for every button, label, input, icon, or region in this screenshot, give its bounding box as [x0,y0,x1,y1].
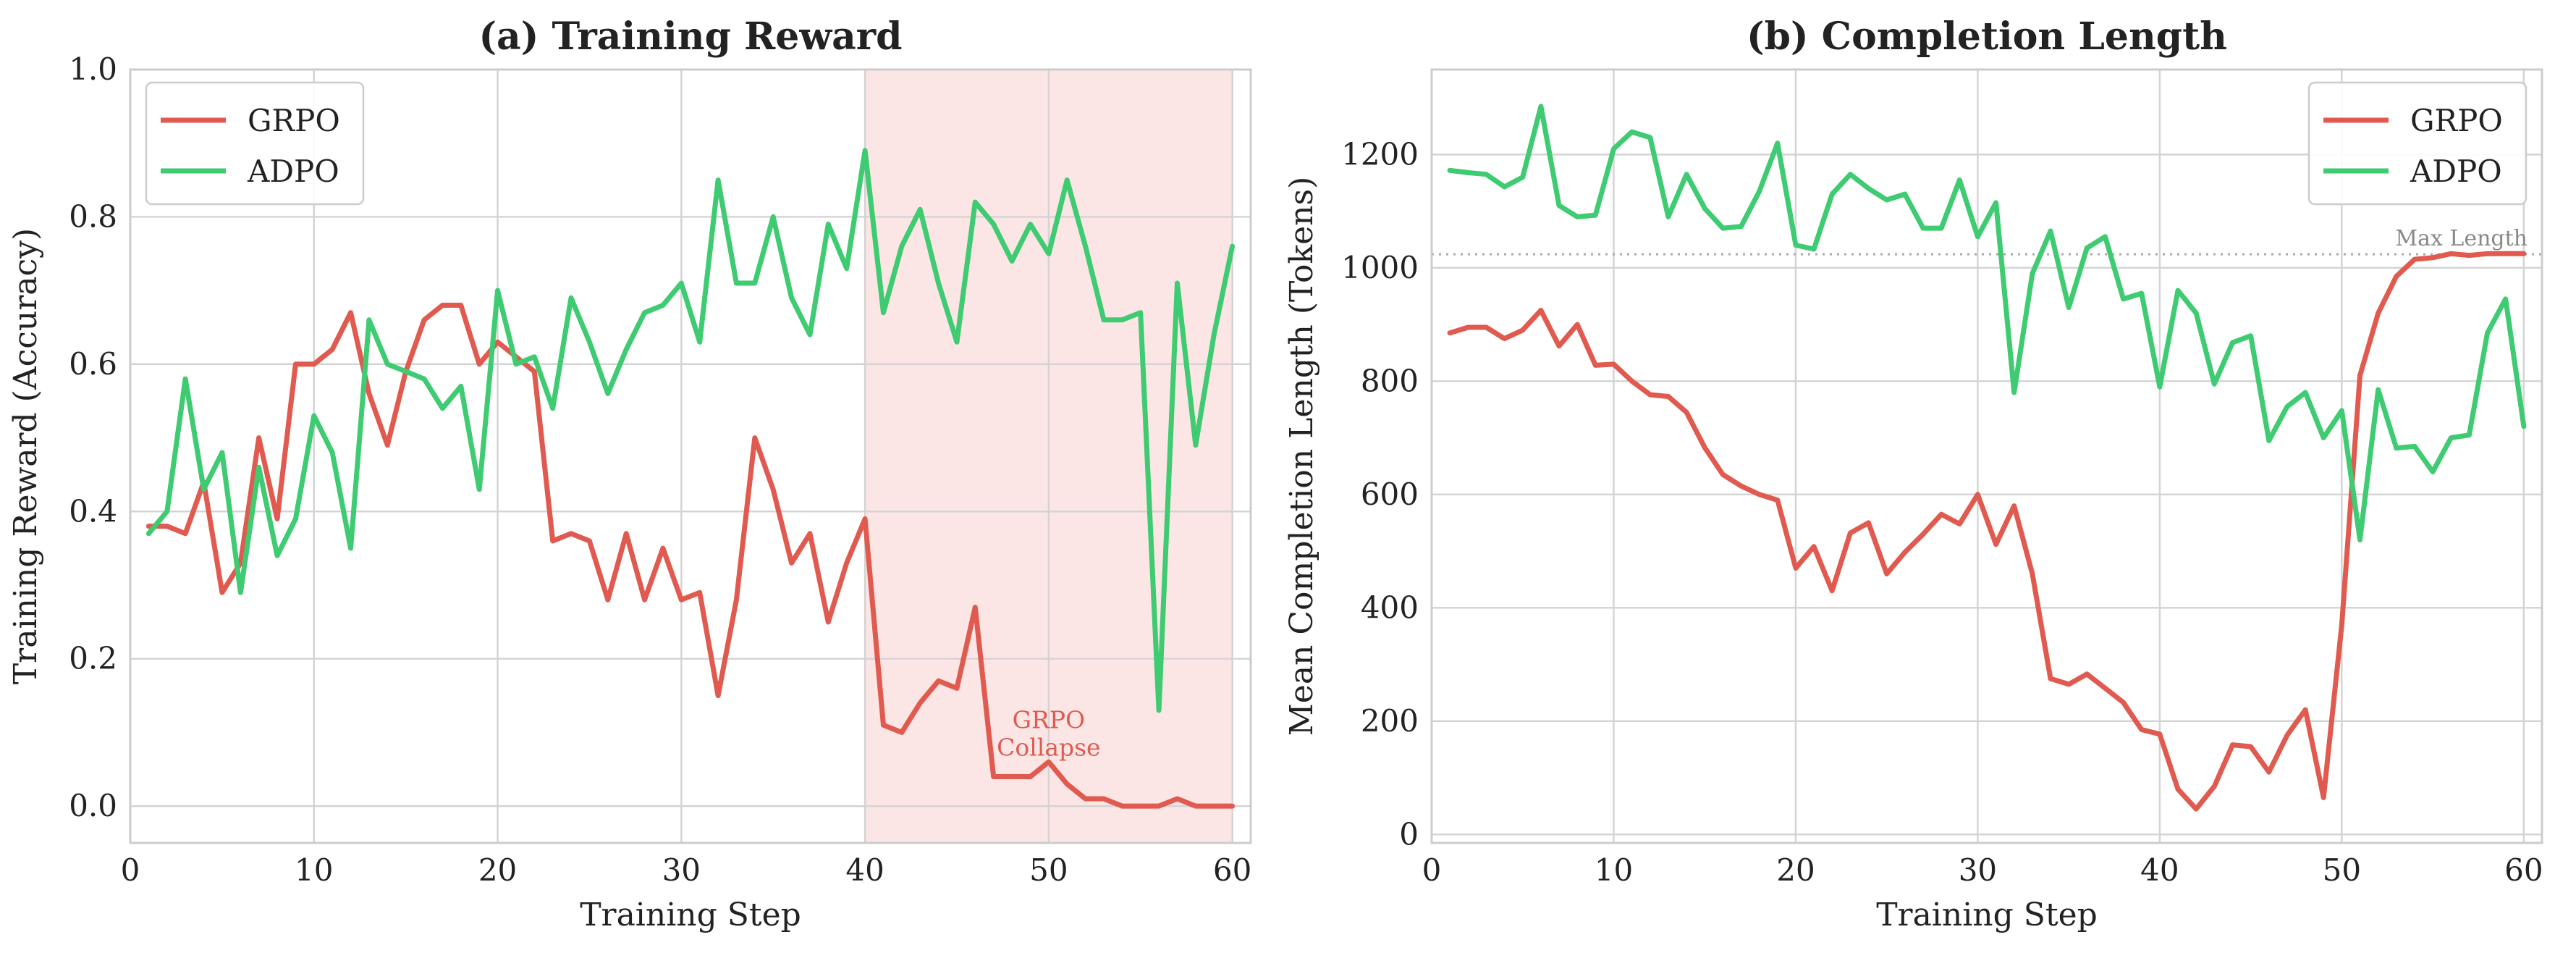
x-tick-label: 60 [2504,852,2543,888]
x-tick-label: 20 [1776,852,1815,888]
y-tick-label: 800 [1361,363,1419,398]
collapse-annotation-line: Collapse [997,733,1101,761]
x-tick-label: 20 [478,852,517,888]
legend-label-adpo: ADPO [2410,154,2502,189]
x-tick-label: 60 [1213,852,1251,888]
y-tick-label: 1000 [1341,250,1419,285]
collapse-annotation-line: GRPO [1013,705,1085,734]
series-line-grpo [1447,251,2527,812]
x-tick-label: 0 [1422,852,1442,888]
x-axis-label: Training Step [580,897,801,933]
x-axis-label: Training Step [1876,897,2098,933]
y-tick-label: 1.0 [69,51,117,87]
x-tick-label: 30 [662,852,701,888]
y-axis-label: Mean Completion Length (Tokens) [1283,177,1320,736]
y-tick-label: 0 [1399,816,1419,852]
y-tick-label: 0.0 [69,788,117,823]
x-tick-label: 30 [1959,852,1997,888]
x-tick-label: 10 [295,852,333,888]
legend-box [2307,81,2528,206]
y-tick-label: 200 [1361,703,1419,739]
y-tick-label: 0.2 [69,641,117,676]
y-axis-label: Training Reward (Accuracy) [7,228,44,684]
x-tick-label: 40 [2140,852,2179,888]
legend-label-adpo: ADPO [247,154,339,189]
y-tick-label: 0.6 [69,346,117,382]
x-tick-label: 10 [1595,852,1633,888]
axes-frame [129,68,1252,844]
chart-title: (a) Training Reward [478,14,902,59]
legend-box [145,81,365,206]
x-tick-label: 50 [2323,852,2361,888]
x-tick-label: 50 [1029,852,1068,888]
series-line-adpo [145,148,1236,713]
x-tick-label: 0 [121,852,140,888]
x-tick-label: 40 [845,852,884,888]
max-length-label: Max Length [2395,226,2528,251]
y-tick-label: 400 [1361,589,1419,625]
chart-title: (b) Completion Length [1747,14,2227,59]
series-line-grpo [145,303,1236,809]
y-tick-label: 0.4 [69,493,117,529]
y-tick-label: 1200 [1341,136,1419,172]
y-tick-label: 600 [1361,476,1419,512]
y-tick-label: 0.8 [69,198,117,234]
legend: GRPO ADPO [145,81,365,206]
grid [1430,70,2542,843]
axes-frame [1430,68,2543,844]
legend-label-grpo: GRPO [248,103,340,138]
series-line-adpo [1447,104,2527,542]
legend-label-grpo: GRPO [2410,103,2503,138]
legend: GRPO ADPO [2307,81,2528,206]
